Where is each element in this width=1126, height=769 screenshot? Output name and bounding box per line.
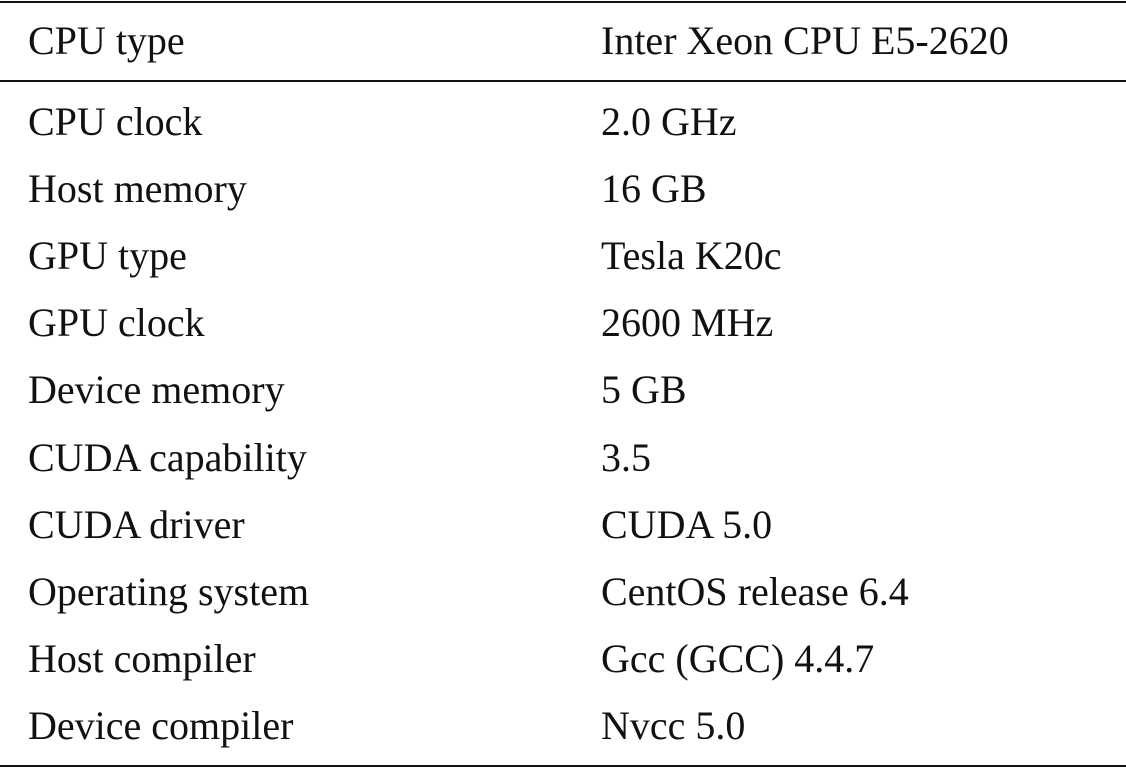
row-label: Operating system bbox=[28, 568, 310, 614]
bottom-rule bbox=[0, 765, 1126, 767]
row-label: CPU clock bbox=[28, 99, 203, 144]
row-label: CUDA driver bbox=[28, 501, 245, 547]
row-value: 16 GB bbox=[601, 166, 707, 212]
row-label: Device memory bbox=[28, 367, 285, 413]
row-value: Nvcc 5.0 bbox=[601, 702, 746, 748]
row-value: Tesla K20c bbox=[601, 233, 782, 279]
row-value: 3.5 bbox=[601, 434, 651, 480]
row-label: Host memory bbox=[28, 166, 247, 212]
row-value: Gcc (GCC) 4.4.7 bbox=[601, 635, 875, 681]
header-rule bbox=[0, 80, 1126, 82]
row-label: CUDA capability bbox=[28, 434, 307, 480]
row-label: Host compiler bbox=[28, 635, 256, 681]
row-label: GPU clock bbox=[28, 300, 205, 346]
header-cell: CPU type bbox=[28, 18, 185, 63]
top-rule bbox=[0, 1, 1126, 3]
row-value: 5 GB bbox=[601, 367, 687, 413]
row-value: CentOS release 6.4 bbox=[601, 568, 909, 614]
row-value: 2.0 GHz bbox=[601, 99, 737, 144]
row-value: 2600 MHz bbox=[601, 300, 774, 346]
row-label: GPU type bbox=[28, 233, 187, 279]
row-value: CUDA 5.0 bbox=[601, 501, 773, 547]
row-label: Device compiler bbox=[28, 702, 294, 748]
header-cell: Inter Xeon CPU E5-2620 bbox=[601, 18, 1009, 63]
